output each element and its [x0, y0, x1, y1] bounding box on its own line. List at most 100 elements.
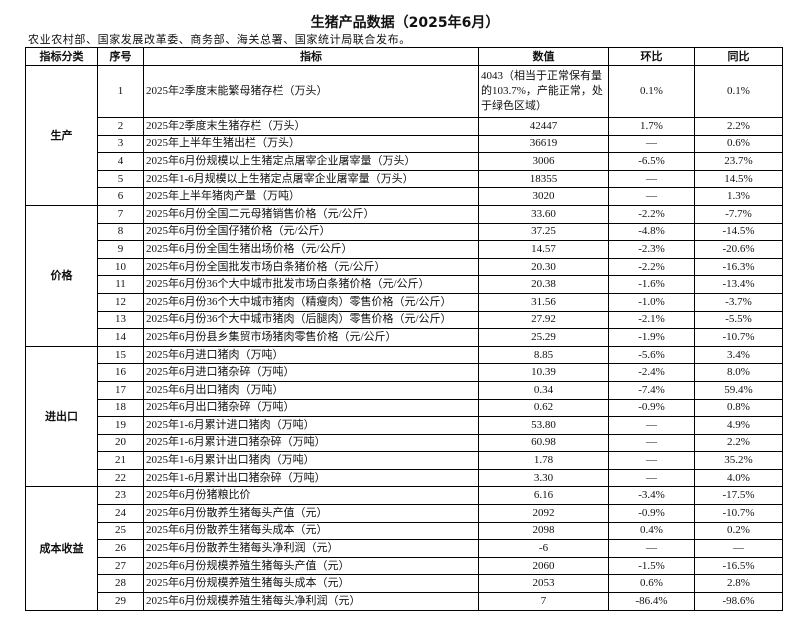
mom-cell: -1.6%: [608, 275, 695, 294]
row-number: 12: [97, 292, 144, 312]
indicator-cell: 2025年2季度末能繁母猪存栏（万头）: [143, 65, 479, 118]
mom-cell: -3.4%: [608, 486, 695, 506]
mom-cell: -1.9%: [608, 328, 695, 347]
yoy-cell: 3.4%: [694, 345, 783, 365]
row-number: 11: [97, 275, 144, 294]
row-number: 2: [97, 117, 144, 136]
mom-cell: —: [608, 433, 695, 453]
table-row: 17 2025年6月出口猪肉（万吨） 0.34 -7.4% 59.4%: [26, 380, 783, 400]
table-row: 28 2025年6月份规模养殖生猪每头成本（元） 2053 0.6% 2.8%: [26, 574, 783, 594]
row-number: 29: [97, 592, 144, 611]
mom-cell: —: [608, 539, 695, 558]
value-cell: 4043（相当于正常保有量的103.7%，产能正常，处于绿色区域）: [478, 65, 609, 118]
row-number: 26: [97, 539, 144, 558]
table-row: 21 2025年1-6月累计出口猪肉（万吨） 1.78—35.2%: [26, 451, 783, 470]
table-row: 价格 7 2025年6月份全国二元母猪销售价格（元/公斤） 33.60 -2.2% -7.…: [25, 204, 783, 347]
mom-cell: —: [608, 468, 695, 488]
row-number: 25: [97, 521, 144, 541]
row-number: 18: [97, 398, 144, 418]
table-row: 12 2025年6月份36个大中城市猪肉（精瘦肉）零售价格（元/公斤） 31.56-…: [26, 292, 783, 312]
mom-cell: 0.1%: [608, 65, 695, 118]
mom-cell: -0.9%: [608, 398, 695, 418]
indicator-cell: 2025年6月份猪粮比价: [143, 486, 479, 506]
row-number: 8: [97, 222, 144, 242]
row-number: 22: [97, 468, 144, 488]
value-cell: 2092: [478, 504, 609, 523]
value-cell: 37.25: [478, 222, 609, 242]
table-row: 19 2025年1-6月累计进口猪肉（万吨） 53.80—4.9%: [26, 416, 783, 435]
indicator-cell: 2025年6月进口猪肉（万吨）: [143, 345, 479, 365]
indicator-cell: 2025年1-6月规模以上生猪定点屠宰企业屠宰量（万头）: [143, 169, 479, 189]
header-mom: 环比: [608, 47, 695, 66]
value-cell: 8.85: [478, 345, 609, 365]
indicator-cell: 2025年6月份县乡集贸市场猪肉零售价格（元/公斤）: [143, 328, 479, 347]
indicator-cell: 2025年6月出口猪杂碎（万吨）: [143, 398, 479, 418]
mom-cell: -86.4%: [608, 592, 695, 611]
value-cell: 33.60: [478, 204, 609, 224]
header-yoy: 同比: [694, 47, 783, 66]
yoy-cell: 4.9%: [694, 416, 783, 435]
value-cell: 6.16: [478, 486, 609, 506]
mom-cell: -7.4%: [608, 380, 695, 400]
row-number: 7: [97, 204, 144, 224]
indicator-cell: 2025年6月份规模养殖生猪每头净利润（元）: [143, 592, 479, 611]
yoy-cell: 35.2%: [694, 451, 783, 470]
yoy-cell: 2.8%: [694, 574, 783, 594]
mom-cell: 0.6%: [608, 574, 695, 594]
yoy-cell: 1.3%: [694, 187, 783, 206]
table-row: 进出口 15 2025年6月进口猪肉（万吨） 8.85 -5.6% 3.4%: [25, 345, 783, 488]
row-number: 21: [97, 451, 144, 470]
yoy-cell: 2.2%: [694, 117, 783, 136]
value-cell: 36619: [478, 134, 609, 154]
value-cell: -6: [478, 539, 609, 558]
indicator-cell: 2025年6月份散养生猪每头净利润（元）: [143, 539, 479, 558]
value-cell: 7: [478, 592, 609, 611]
yoy-cell: -10.7%: [694, 328, 783, 347]
yoy-cell: -7.7%: [694, 204, 783, 224]
indicator-cell: 2025年1-6月累计出口猪杂碎（万吨）: [143, 468, 479, 488]
mom-cell: -2.4%: [608, 363, 695, 382]
row-number: 3: [97, 134, 144, 154]
table-row: 14 2025年6月份县乡集贸市场猪肉零售价格（元/公斤） 25.29 -1.9% -1…: [26, 328, 783, 347]
row-number: 13: [97, 310, 144, 330]
yoy-cell: 59.4%: [694, 380, 783, 400]
row-number: 10: [97, 257, 144, 277]
indicator-cell: 2025年上半年猪肉产量（万吨）: [143, 187, 479, 206]
table-row: 25 2025年6月份散养生猪每头成本（元） 2098 0.4% 0.2%: [26, 521, 783, 541]
table-row: 6 2025年上半年猪肉产量（万吨） 3020—1.3%: [26, 187, 783, 206]
row-number: 27: [97, 556, 144, 576]
row-number: 5: [97, 169, 144, 189]
row-number: 19: [97, 416, 144, 435]
header-no: 序号: [97, 47, 144, 66]
row-number: 17: [97, 380, 144, 400]
yoy-cell: —: [694, 539, 783, 558]
yoy-cell: -14.5%: [694, 222, 783, 242]
row-number: 15: [97, 345, 144, 365]
value-cell: 0.62: [478, 398, 609, 418]
table-row: 10 2025年6月份全国批发市场白条猪价格（元/公斤） 20.30 -2.2% -16…: [26, 257, 783, 277]
mom-cell: —: [608, 451, 695, 470]
category-cell: 进出口: [25, 345, 98, 488]
row-number: 14: [97, 328, 144, 347]
mom-cell: -0.9%: [608, 504, 695, 523]
value-cell: 18355: [478, 169, 609, 189]
mom-cell: -1.5%: [608, 556, 695, 576]
mom-cell: -5.6%: [608, 345, 695, 365]
value-cell: 2060: [478, 556, 609, 576]
category-cell: 成本收益: [25, 486, 98, 611]
indicator-cell: 2025年2季度末生猪存栏（万头）: [143, 117, 479, 136]
category-cell: 生产: [25, 65, 98, 206]
indicator-cell: 2025年6月份全国批发市场白条猪价格（元/公斤）: [143, 257, 479, 277]
value-cell: 2053: [478, 574, 609, 594]
mom-cell: 1.7%: [608, 117, 695, 136]
table-row: 29 2025年6月份规模养殖生猪每头净利润（元） 7 -86.4% -98.6%: [26, 592, 783, 611]
table-row: 2 2025年2季度末生猪存栏（万头） 42447 1.7% 2.2%: [26, 117, 783, 136]
indicator-cell: 2025年6月份规模养殖生猪每头产值（元）: [143, 556, 479, 576]
row-number: 16: [97, 363, 144, 382]
mom-cell: -2.2%: [608, 257, 695, 277]
value-cell: 60.98: [478, 433, 609, 453]
mom-cell: 0.4%: [608, 521, 695, 541]
row-number: 6: [97, 187, 144, 206]
value-cell: 1.78: [478, 451, 609, 470]
indicator-cell: 2025年6月份规模以上生猪定点屠宰企业屠宰量（万头）: [143, 152, 479, 171]
